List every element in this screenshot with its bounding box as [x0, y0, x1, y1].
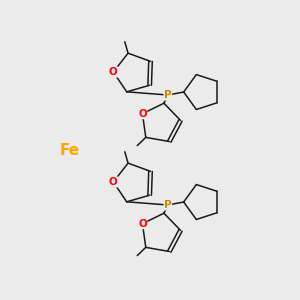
Text: O: O	[109, 67, 118, 77]
Text: Fe: Fe	[60, 142, 80, 158]
Text: O: O	[109, 177, 118, 187]
Text: O: O	[138, 219, 147, 229]
Text: P: P	[164, 90, 172, 100]
Text: P: P	[164, 200, 172, 210]
Text: O: O	[138, 109, 147, 119]
